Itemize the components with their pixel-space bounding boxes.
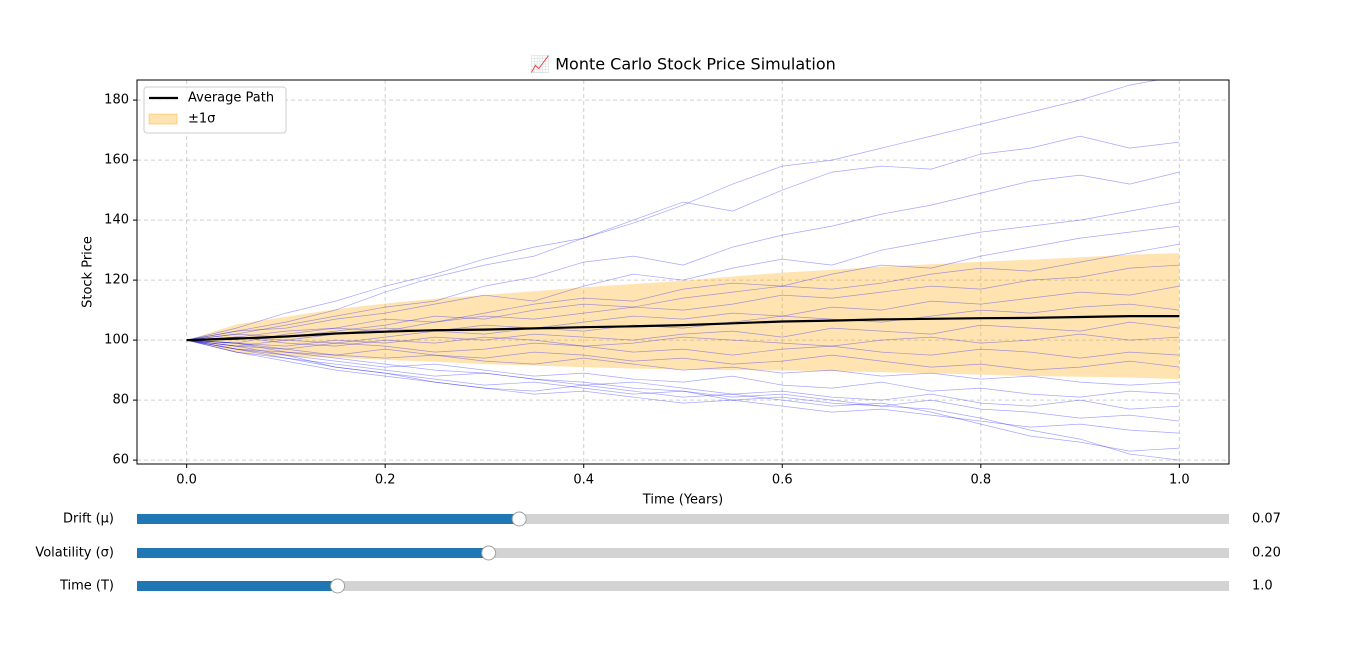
x-tick-label: 0.2 [375,473,396,488]
slider-handle[interactable] [481,545,497,561]
simulation-path [186,339,1180,371]
y-tick-label: 180 [104,93,129,108]
slider-handle[interactable] [330,578,346,594]
y-tick-label: 80 [112,393,129,408]
simulation-path [186,80,1160,341]
slider-fill [137,548,489,558]
simulation-path [186,339,1180,398]
y-axis-label: Stock Price [81,236,96,308]
simulation-path [186,339,1180,434]
simulation-path [186,339,1180,422]
x-tick-label: 0.4 [573,473,594,488]
x-axis-label: Time (Years) [642,493,723,508]
simulation-path [186,243,1180,341]
simulation-path [186,339,1180,410]
slider-value: 0.07 [1252,512,1281,527]
simulation-path [186,339,1180,461]
simulation-path [186,339,1180,359]
slider-track [137,581,1229,591]
x-tick-label: 0.0 [176,473,197,488]
slider-label: Drift (μ) [63,512,114,527]
simulation-path [186,321,1180,347]
legend-label: ±1σ [188,112,215,127]
legend-label: Average Path [188,91,274,106]
plot [186,80,1180,461]
slider-value: 1.0 [1252,579,1273,594]
y-tick-label: 140 [104,213,129,228]
simulation-path [186,303,1180,347]
x-tick-label: 0.6 [772,473,793,488]
slider-label: Time (T) [59,579,114,594]
slider-handle[interactable] [511,511,527,527]
average-path [186,315,1180,342]
simulation-path [186,333,1180,347]
simulation-path [186,264,1180,344]
y-tick-label: 100 [104,333,129,348]
simulation-path [186,225,1180,341]
slider-label: Volatility (σ) [35,546,114,561]
x-tick-label: 1.0 [1169,473,1190,488]
simulation-path [186,171,1180,341]
slider-track [137,548,1229,558]
sigma-band [186,253,1180,380]
y-tick-label: 60 [112,453,129,468]
legend-patch [148,113,178,125]
slider-value: 0.20 [1252,546,1281,561]
legend-box [143,86,287,134]
y-tick-label: 160 [104,153,129,168]
x-tick-label: 0.8 [970,473,991,488]
simulation-path [186,339,1180,386]
chart-title: 📈 Monte Carlo Stock Price Simulation [530,55,836,74]
simulation-path [186,201,1180,341]
simulation-path [186,135,1180,341]
plot-frame [136,79,1230,465]
slider-track [137,514,1229,524]
slider-fill [137,581,338,591]
simulation-path [186,339,1180,452]
y-tick-label: 120 [104,273,129,288]
slider-fill [137,514,520,524]
